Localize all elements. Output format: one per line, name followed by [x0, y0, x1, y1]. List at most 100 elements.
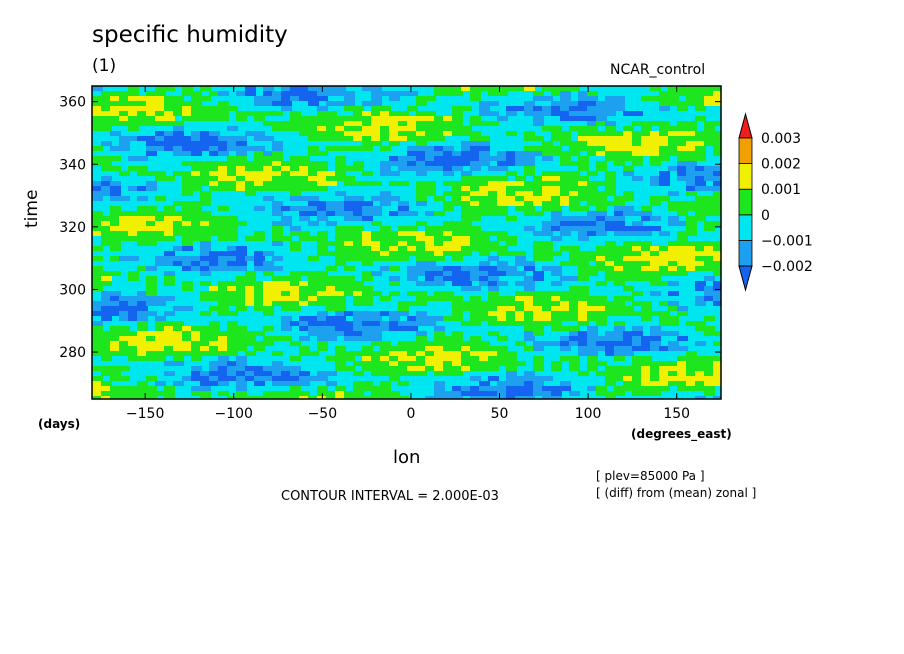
field-cell — [470, 286, 481, 291]
field-cell — [290, 206, 301, 211]
field-cell — [155, 136, 166, 141]
field-cell — [191, 331, 202, 336]
field-cell — [704, 201, 715, 206]
field-cell — [218, 301, 229, 306]
field-cell — [146, 356, 157, 361]
field-cell — [92, 196, 103, 201]
field-cell — [596, 206, 607, 211]
field-cell — [173, 106, 184, 111]
field-cell — [542, 396, 553, 399]
field-cell — [128, 306, 139, 311]
field-cell — [551, 321, 562, 326]
field-cell — [560, 186, 571, 191]
field-cell — [236, 261, 247, 266]
field-cell — [686, 166, 697, 171]
field-cell — [263, 176, 274, 181]
field-cell — [263, 161, 274, 166]
field-cell — [101, 241, 112, 246]
field-cell — [569, 391, 580, 396]
field-cell — [227, 296, 238, 301]
field-cell — [209, 136, 220, 141]
field-cell — [614, 351, 625, 356]
field-cell — [668, 241, 679, 246]
field-cell — [596, 301, 607, 306]
field-cell — [335, 251, 346, 256]
x-tick-label: −100 — [215, 406, 253, 422]
field-cell — [371, 331, 382, 336]
field-cell — [182, 181, 193, 186]
field-cell — [488, 396, 499, 399]
field-cell — [263, 391, 274, 396]
field-cell — [497, 296, 508, 301]
field-cell — [353, 291, 364, 296]
field-cell — [416, 296, 427, 301]
field-cell — [713, 196, 721, 201]
field-cell — [119, 386, 130, 391]
field-cell — [641, 306, 652, 311]
field-cell — [497, 336, 508, 341]
field-cell — [668, 281, 679, 286]
field-cell — [128, 276, 139, 281]
field-cell — [524, 161, 535, 166]
field-cell — [191, 231, 202, 236]
field-cell — [191, 391, 202, 396]
field-cell — [362, 131, 373, 136]
field-cell — [497, 181, 508, 186]
field-cell — [281, 206, 292, 211]
field-cell — [641, 146, 652, 151]
field-cell — [713, 176, 721, 181]
field-cell — [173, 121, 184, 126]
field-cell — [128, 156, 139, 161]
field-cell — [650, 331, 661, 336]
colorbar-segment — [738, 214, 753, 241]
field-cell — [254, 156, 265, 161]
field-cell — [488, 181, 499, 186]
field-cell — [542, 301, 553, 306]
field-cell — [434, 381, 445, 386]
field-cell — [578, 311, 589, 316]
field-cell — [92, 386, 103, 391]
field-cell — [191, 206, 202, 211]
field-cell — [371, 326, 382, 331]
field-cell — [659, 246, 670, 251]
field-cell — [155, 256, 166, 261]
field-cell — [560, 176, 571, 181]
field-cell — [533, 146, 544, 151]
field-cell — [182, 241, 193, 246]
field-cell — [488, 156, 499, 161]
field-cell — [200, 191, 211, 196]
field-cell — [326, 266, 337, 271]
field-cell — [191, 236, 202, 241]
field-cell — [272, 231, 283, 236]
field-cell — [416, 96, 427, 101]
field-cell — [596, 151, 607, 156]
field-cell — [110, 371, 121, 376]
field-cell — [326, 206, 337, 211]
field-cell — [695, 131, 706, 136]
field-cell — [398, 136, 409, 141]
field-cell — [416, 156, 427, 161]
field-cell — [542, 126, 553, 131]
field-cell — [317, 291, 328, 296]
field-cell — [245, 181, 256, 186]
field-cell — [659, 126, 670, 131]
field-cell — [659, 96, 670, 101]
field-cell — [497, 316, 508, 321]
field-cell — [263, 371, 274, 376]
field-cell — [560, 201, 571, 206]
field-cell — [461, 321, 472, 326]
field-cell — [92, 106, 103, 111]
field-cell — [641, 266, 652, 271]
field-cell — [488, 296, 499, 301]
field-cell — [182, 246, 193, 251]
field-cell — [317, 111, 328, 116]
field-cell — [362, 271, 373, 276]
field-cell — [173, 221, 184, 226]
field-cell — [326, 86, 337, 91]
field-cell — [119, 346, 130, 351]
field-cell — [533, 251, 544, 256]
field-cell — [308, 161, 319, 166]
field-cell — [713, 221, 721, 226]
field-cell — [101, 236, 112, 241]
field-cell — [299, 206, 310, 211]
